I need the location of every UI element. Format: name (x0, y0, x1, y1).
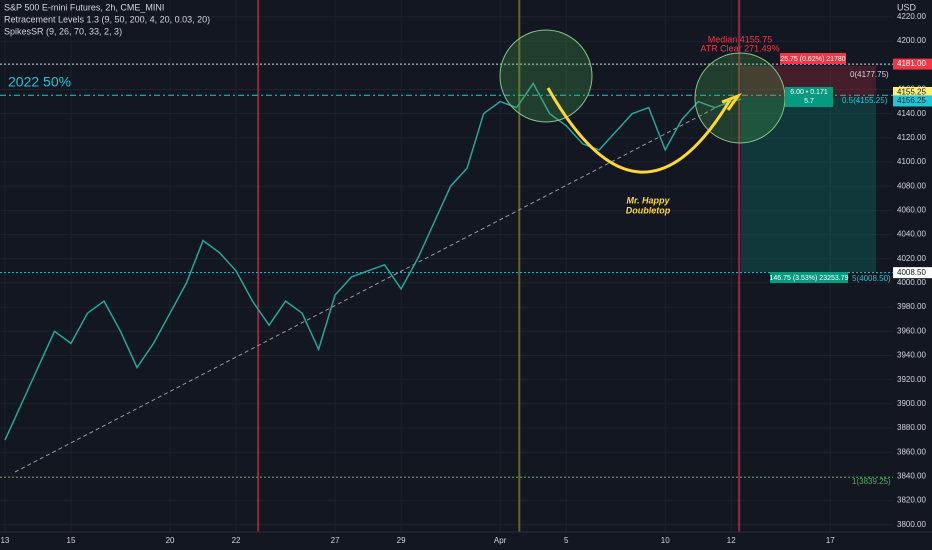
reward-text: 146.75 (3.53%) 23253.79 (769, 275, 848, 282)
position-text: 5.7 (804, 98, 814, 105)
x-tick-label: 5 (564, 536, 569, 545)
x-tick-label: Apr (494, 536, 507, 545)
reward-tag (770, 272, 848, 283)
x-tick-label: 10 (661, 536, 670, 545)
x-tick-label: 29 (397, 536, 406, 545)
price-tag (893, 267, 932, 279)
y-tick-label: 4200.00 (897, 36, 926, 45)
position-text: 6.00 • 0.171 (790, 89, 828, 96)
plot-back (0, 0, 893, 532)
price-tag (893, 86, 932, 98)
level-label: 2022 50% (8, 74, 71, 90)
y-tick-label: 3980.00 (897, 302, 926, 311)
indicator-label: SpikesSR (9, 26, 70, 33, 2, 3) (4, 26, 122, 36)
chart-title: S&P 500 E-mini Futures, 2h, CME_MINI (4, 2, 164, 12)
indicator-label: Retracement Levels 1.3 (9, 50, 200, 4, 2… (4, 14, 210, 24)
trend-line (14, 94, 741, 473)
x-tick-label: 20 (166, 536, 175, 545)
risk-tag (780, 53, 846, 64)
y-tick-label: 4140.00 (897, 109, 926, 118)
fib-label: 0(4177.75) (850, 70, 889, 79)
reward-box (741, 97, 876, 272)
y-tick-label: 4100.00 (897, 157, 926, 166)
arrow-head (721, 92, 743, 111)
y-tick-label: 4020.00 (897, 254, 926, 263)
currency: USD (897, 2, 917, 12)
y-tick-label: 3960.00 (897, 326, 926, 335)
y-tick-label: 3940.00 (897, 351, 926, 360)
y-tick-label: 4000.00 (897, 278, 926, 287)
median-label: Median 4155.75 (708, 34, 773, 44)
x-tick-label: 13 (0, 536, 9, 545)
y-tick-label: 3880.00 (897, 423, 926, 432)
x-tick-label: 17 (826, 536, 835, 545)
y-tick-label: 3840.00 (897, 471, 926, 480)
x-tick-label: 22 (232, 536, 241, 545)
price-tag-label: 4156.25 (897, 96, 926, 105)
x-tick-label: 27 (331, 536, 340, 545)
y-tick-label: 4080.00 (897, 181, 926, 190)
y-tick-label: 3900.00 (897, 399, 926, 408)
y-tick-label: 3820.00 (897, 496, 926, 505)
fib-label: 1(3839.25) (852, 477, 891, 486)
price-tag-label: 4008.50 (897, 268, 926, 277)
price-tag (893, 95, 932, 107)
note: Mr. Happy (626, 195, 670, 205)
axis-labels: 3800.00 3820.00 3840.00 3860.00 3880.00 3900.… (0, 12, 932, 545)
highlight-circle (499, 29, 593, 123)
price-tag-label: 4155.25 (897, 88, 926, 97)
position-tag (785, 87, 833, 107)
note: Doubletop (626, 205, 671, 215)
plot-marks (4, 81, 742, 441)
x-tick-label: 15 (67, 536, 76, 545)
price-tag-label: 4181.00 (897, 59, 926, 68)
fib-label: 5(4008.50) (852, 274, 891, 283)
fib-label: 0.5(4155.25) (842, 96, 888, 105)
atr-label: ATR Clear 271.49% (700, 43, 779, 53)
y-tick-label: 3800.00 (897, 520, 926, 529)
y-tick-label: 3920.00 (897, 375, 926, 384)
risk-text: 25.75 (0.62%) 21780 (780, 56, 845, 63)
price-tag (893, 58, 932, 70)
y-tick-label: 3860.00 (897, 447, 926, 456)
y-tick-label: 4040.00 (897, 230, 926, 239)
y-tick-label: 4120.00 (897, 133, 926, 142)
y-tick-label: 4220.00 (897, 12, 926, 21)
price-line (4, 81, 742, 441)
x-tick-label: 12 (727, 536, 736, 545)
y-tick-label: 4060.00 (897, 205, 926, 214)
cup-curve (546, 87, 732, 174)
